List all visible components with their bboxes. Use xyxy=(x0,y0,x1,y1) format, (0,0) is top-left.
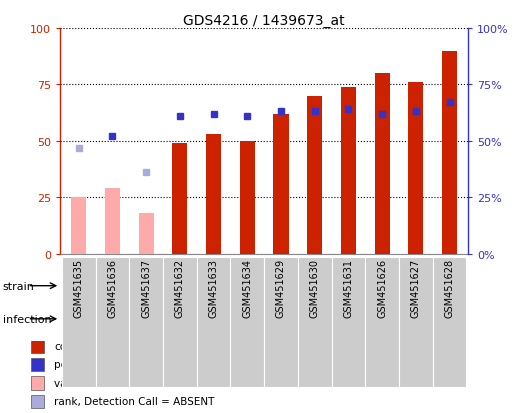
Bar xyxy=(105,189,120,254)
Bar xyxy=(433,257,467,387)
Bar xyxy=(71,198,86,254)
Bar xyxy=(172,144,187,254)
Bar xyxy=(129,257,163,387)
Bar xyxy=(264,305,365,333)
Bar xyxy=(31,376,44,390)
Text: GSM451630: GSM451630 xyxy=(310,258,320,317)
Bar xyxy=(62,257,96,387)
Text: percentile rank within the sample: percentile rank within the sample xyxy=(54,360,230,370)
Bar xyxy=(31,358,44,371)
Bar xyxy=(206,135,221,254)
Bar xyxy=(62,305,163,333)
Bar xyxy=(139,214,154,254)
Bar xyxy=(274,114,289,254)
Bar xyxy=(62,272,264,300)
Text: count: count xyxy=(54,341,84,351)
Bar xyxy=(96,257,129,387)
Bar xyxy=(341,88,356,254)
Title: GDS4216 / 1439673_at: GDS4216 / 1439673_at xyxy=(183,14,345,28)
Text: RVFV infected: RVFV infected xyxy=(76,313,149,323)
Bar xyxy=(264,257,298,387)
Bar xyxy=(264,272,467,300)
Bar xyxy=(307,96,322,254)
Bar xyxy=(163,305,264,333)
Text: strain: strain xyxy=(3,281,35,291)
Text: GSM451632: GSM451632 xyxy=(175,258,185,317)
Text: non-infected: non-infected xyxy=(180,313,246,323)
Text: GSM451631: GSM451631 xyxy=(344,258,354,317)
Text: GSM451627: GSM451627 xyxy=(411,258,421,317)
Bar xyxy=(365,257,399,387)
Text: BALB/cByJ: BALB/cByJ xyxy=(335,279,395,292)
Bar xyxy=(408,83,424,254)
Bar xyxy=(399,257,433,387)
Text: RVFV infected: RVFV infected xyxy=(278,313,351,323)
Text: rank, Detection Call = ABSENT: rank, Detection Call = ABSENT xyxy=(54,396,215,406)
Text: GSM451629: GSM451629 xyxy=(276,258,286,317)
Text: GSM451636: GSM451636 xyxy=(107,258,117,317)
Bar xyxy=(374,74,390,254)
Bar xyxy=(31,339,44,353)
Bar xyxy=(231,257,264,387)
Bar xyxy=(332,257,365,387)
Text: value, Detection Call = ABSENT: value, Detection Call = ABSENT xyxy=(54,378,220,388)
Text: non-infected: non-infected xyxy=(383,313,449,323)
Text: GSM451633: GSM451633 xyxy=(209,258,219,317)
Text: MBT/Pas: MBT/Pas xyxy=(138,279,188,292)
Text: GSM451626: GSM451626 xyxy=(377,258,387,317)
Text: GSM451635: GSM451635 xyxy=(74,258,84,317)
Bar xyxy=(163,257,197,387)
Bar xyxy=(240,141,255,254)
Text: GSM451634: GSM451634 xyxy=(242,258,252,317)
Bar xyxy=(365,305,467,333)
Text: infection: infection xyxy=(3,314,51,324)
Bar xyxy=(197,257,231,387)
Bar xyxy=(31,394,44,408)
Bar xyxy=(298,257,332,387)
Text: GSM451637: GSM451637 xyxy=(141,258,151,317)
Text: GSM451628: GSM451628 xyxy=(445,258,454,317)
Bar xyxy=(442,51,457,254)
